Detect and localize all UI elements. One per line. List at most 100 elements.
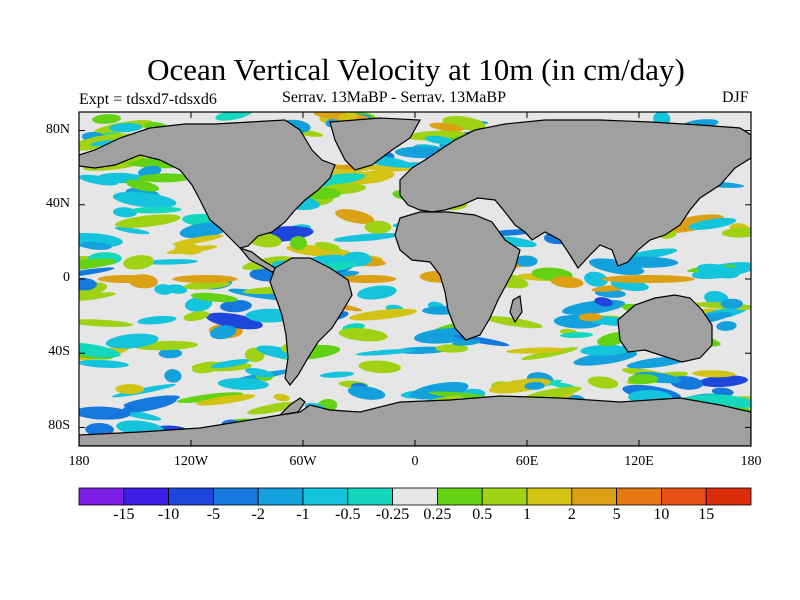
- land-north-america: [79, 119, 336, 249]
- lat-tick-label: 40N: [45, 195, 70, 211]
- velocity-patch: [428, 391, 486, 399]
- land-greenland: [329, 117, 421, 171]
- velocity-patch: [435, 344, 469, 353]
- season-label: DJF: [722, 89, 749, 106]
- velocity-patch: [290, 236, 307, 250]
- velocity-patch: [355, 349, 417, 356]
- velocity-patch: [196, 394, 256, 406]
- land-antarctic-peninsula: [278, 397, 306, 416]
- velocity-patch: [165, 284, 188, 294]
- lat-tick-label: 40S: [48, 344, 70, 360]
- colorbar-swatch: [212, 487, 259, 506]
- velocity-patch: [314, 241, 341, 252]
- comparison-label: Serrav. 13MaBP - Serrav. 13MaBP: [282, 89, 506, 106]
- lon-tick-label: 180: [68, 454, 90, 469]
- axis-ticks: [78, 112, 752, 446]
- velocity-patch: [92, 114, 121, 124]
- colorbar-swatch: [302, 487, 349, 506]
- velocity-patch: [628, 374, 659, 385]
- colorbar-label: -0.25: [375, 506, 410, 523]
- colorbar-label: -2: [251, 506, 265, 523]
- velocity-patch: [716, 321, 737, 331]
- colorbar-swatch: [123, 487, 170, 506]
- velocity-patch: [273, 393, 290, 402]
- velocity-patch: [80, 241, 112, 250]
- velocity-patch: [190, 292, 238, 303]
- velocity-patch: [347, 385, 386, 400]
- colorbar-swatch: [257, 487, 304, 506]
- colorbar: [78, 487, 752, 506]
- velocity-patch: [720, 298, 744, 310]
- velocity-patch: [109, 123, 143, 133]
- velocity-patch: [79, 258, 117, 271]
- velocity-patch: [205, 312, 263, 330]
- velocity-patch: [79, 342, 121, 358]
- colorbar-swatch: [392, 487, 438, 506]
- velocity-patch: [696, 263, 740, 279]
- velocity-patch: [424, 135, 455, 145]
- velocity-patch: [560, 332, 594, 339]
- land-masses: [79, 117, 751, 446]
- velocity-patch: [164, 369, 182, 383]
- velocity-patch: [692, 370, 736, 378]
- land-madagascar: [509, 295, 523, 324]
- velocity-patch: [138, 173, 192, 183]
- velocity-patch: [179, 222, 228, 239]
- velocity-patch: [357, 285, 397, 300]
- colorbar-label: 10: [653, 506, 670, 523]
- land-africa: [394, 211, 521, 341]
- velocity-patch: [79, 319, 133, 327]
- velocity-patch: [85, 422, 114, 437]
- colorbar-swatch: [705, 487, 752, 506]
- velocity-patch: [452, 339, 481, 346]
- velocity-patch: [429, 122, 464, 132]
- equatorial-upwelling-band: [601, 275, 695, 283]
- velocity-patch: [524, 386, 582, 401]
- velocity-patch: [506, 347, 566, 354]
- colorbar-swatch: [616, 487, 662, 506]
- colorbar-label: -5: [206, 506, 221, 523]
- lon-tick-label: 60W: [289, 454, 317, 469]
- experiment-label: Expt = tdsxd7-tdsxd6: [79, 91, 217, 108]
- colorbar-swatch: [168, 487, 214, 506]
- land-south-america: [269, 257, 353, 386]
- lon-tick-label: 120W: [173, 454, 209, 469]
- lon-tick-label: 120E: [624, 454, 654, 469]
- velocity-patch: [364, 220, 392, 234]
- lat-tick-label: 0: [63, 270, 70, 285]
- equatorial-upwelling-band: [97, 275, 154, 283]
- velocity-patch: [114, 214, 181, 228]
- velocity-patch: [244, 368, 274, 378]
- velocity-patch: [688, 217, 737, 230]
- velocity-patch: [521, 347, 579, 361]
- land-australia: [617, 294, 713, 363]
- velocity-patch: [484, 316, 543, 329]
- velocity-patch: [580, 344, 629, 356]
- velocity-patch: [158, 348, 183, 359]
- velocity-patch: [349, 308, 417, 321]
- velocity-patch: [698, 375, 748, 388]
- velocity-patch: [79, 359, 129, 368]
- colorbar-label: 2: [567, 506, 576, 523]
- velocity-patch: [125, 179, 160, 192]
- colorbar-swatch: [661, 487, 707, 506]
- velocity-patch: [114, 226, 150, 235]
- velocity-patch: [573, 350, 638, 366]
- velocity-patch: [721, 227, 751, 238]
- velocity-patch: [123, 255, 155, 270]
- colorbar-label: 0.5: [472, 506, 493, 523]
- velocity-patch: [335, 209, 375, 224]
- colorbar-swatch: [526, 487, 573, 506]
- velocity-patch: [79, 174, 119, 186]
- velocity-patch: [358, 360, 401, 374]
- velocity-patch: [406, 130, 467, 141]
- colorbar-swatch: [347, 487, 393, 506]
- velocity-patch: [584, 271, 608, 287]
- velocity-patch: [524, 381, 545, 390]
- lon-tick-label: 0: [411, 454, 419, 469]
- colorbar-label: 0.25: [423, 506, 452, 523]
- velocity-patch: [210, 359, 250, 369]
- velocity-patch: [144, 259, 198, 265]
- velocity-patch: [176, 392, 243, 403]
- colorbar-swatch: [78, 487, 125, 506]
